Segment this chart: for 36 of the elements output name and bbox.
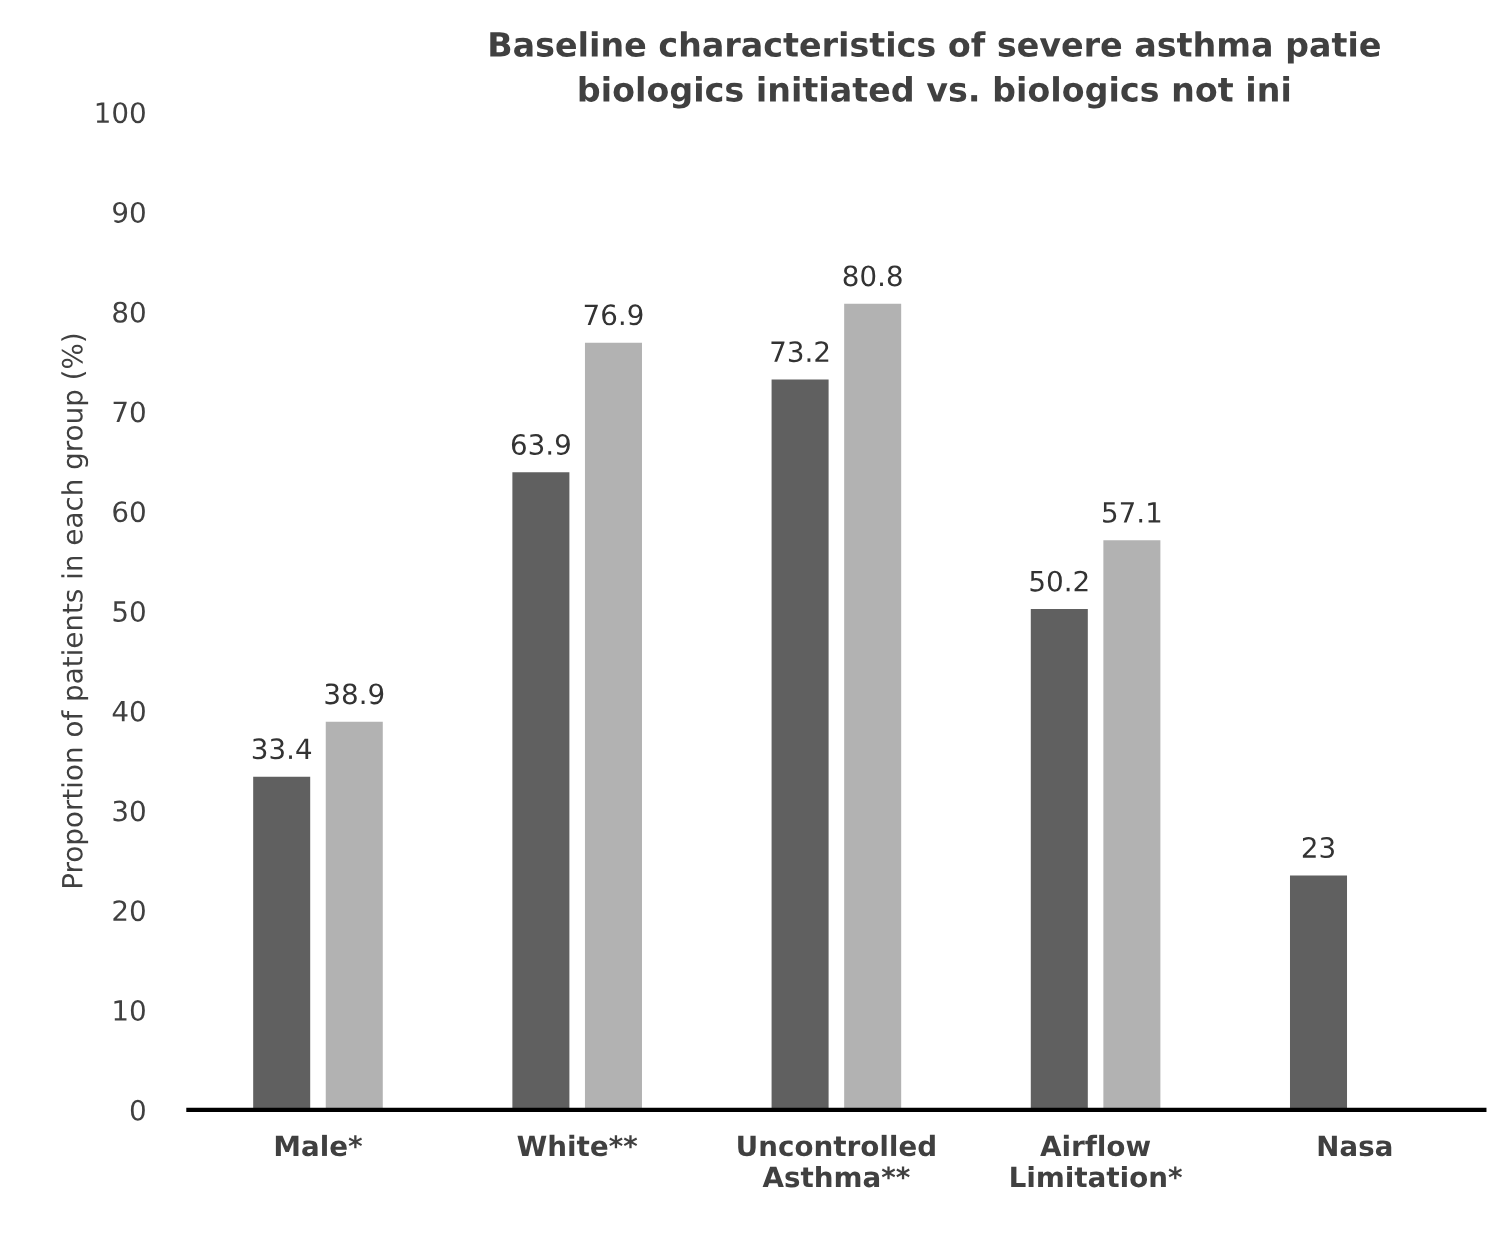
y-tick-label: 50 <box>113 600 145 622</box>
data-label: 50.2 <box>1030 570 1088 592</box>
y-tick-label: 0 <box>130 1099 145 1121</box>
y-tick-label: 30 <box>113 800 145 822</box>
x-tick-label: White** <box>517 1134 638 1157</box>
y-tick-label: 20 <box>113 900 145 922</box>
y-tick-label: 80 <box>113 301 145 323</box>
data-label: 23 <box>1302 837 1334 859</box>
data-label: 73.2 <box>771 341 829 363</box>
y-axis-title: Proportion of patients in each group (%) <box>61 334 89 888</box>
x-tick-label: Nasa <box>1318 1135 1392 1157</box>
y-tick-label: 60 <box>113 501 145 523</box>
data-label: 38.9 <box>325 683 384 705</box>
chart-title: Baseline characteristics of severe asthma patie biologics initiated vs. biologics not ini <box>490 31 1380 109</box>
data-label: 63.9 <box>511 434 570 456</box>
bar <box>253 776 311 1110</box>
y-tick-label: 10 <box>114 1000 145 1022</box>
bar <box>844 303 902 1110</box>
data-label: 76.9 <box>584 304 643 326</box>
bar <box>1289 875 1348 1110</box>
bar <box>771 379 829 1110</box>
x-tick-label: Airflow Limitation* <box>1011 1134 1182 1188</box>
data-label: 80.8 <box>843 265 902 287</box>
bar <box>1030 609 1088 1110</box>
bar <box>1103 540 1161 1110</box>
bar <box>512 472 570 1110</box>
y-tick-label: 40 <box>112 700 145 722</box>
y-tick-label: 90 <box>113 201 145 223</box>
data-label: 57.1 <box>1103 502 1161 523</box>
y-tick-label: 70 <box>113 401 145 423</box>
y-tick-label: 100 <box>96 102 145 124</box>
x-tick-label: Uncontrolled Asthma** <box>738 1134 935 1188</box>
bar <box>325 721 383 1110</box>
bar <box>584 342 642 1110</box>
x-tick-label: Male* <box>275 1134 363 1157</box>
data-label: 33.4 <box>252 738 312 760</box>
